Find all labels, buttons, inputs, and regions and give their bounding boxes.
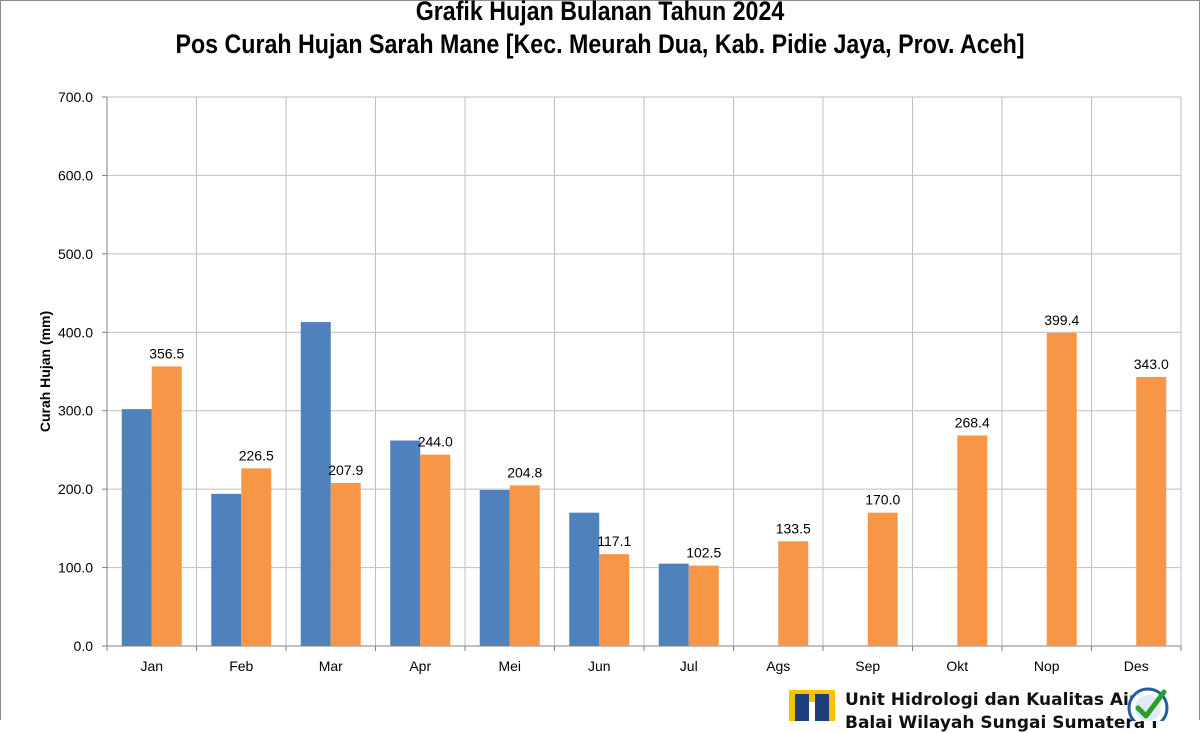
x-tick-label: Jun bbox=[588, 658, 611, 674]
data-label: 204.8 bbox=[507, 464, 542, 480]
data-label: 133.5 bbox=[776, 520, 811, 536]
y-tick-label: 600.0 bbox=[58, 167, 93, 183]
bar-series2 bbox=[867, 512, 898, 646]
data-label: 244.0 bbox=[418, 434, 453, 450]
x-tick-label: Feb bbox=[229, 658, 253, 674]
chart-subtitle: Pos Curah Hujan Sarah Mane [Kec. Meurah … bbox=[175, 29, 1025, 59]
bar-series2 bbox=[599, 554, 630, 646]
bar-series2 bbox=[1136, 376, 1167, 646]
bar-series2 bbox=[420, 454, 451, 646]
bar-series2 bbox=[778, 541, 809, 646]
bar-series2 bbox=[151, 366, 182, 646]
bar-series2 bbox=[509, 485, 540, 646]
bar-series1 bbox=[121, 409, 152, 646]
bar-series1 bbox=[300, 322, 331, 646]
data-label: 102.5 bbox=[686, 545, 721, 561]
y-tick-label: 100.0 bbox=[58, 560, 93, 576]
bar-series2 bbox=[330, 482, 361, 646]
x-tick-label: Apr bbox=[409, 658, 431, 674]
data-label: 356.5 bbox=[149, 345, 184, 361]
x-tick-label: Jul bbox=[680, 658, 698, 674]
footer-org-name: Balai Wilayah Sungai Sumatera I bbox=[845, 713, 1158, 733]
x-tick-label: Okt bbox=[946, 658, 968, 674]
data-label: 268.4 bbox=[955, 414, 990, 430]
data-label: 207.9 bbox=[328, 462, 363, 478]
bar-series2 bbox=[957, 435, 988, 646]
y-tick-label: 700.0 bbox=[58, 89, 93, 105]
x-tick-label: Jan bbox=[140, 658, 163, 674]
chart-title: Grafik Hujan Bulanan Tahun 2024 bbox=[415, 0, 785, 26]
data-label: 399.4 bbox=[1044, 312, 1079, 328]
y-tick-label: 200.0 bbox=[58, 481, 93, 497]
x-tick-label: Sep bbox=[855, 658, 880, 674]
y-tick-label: 500.0 bbox=[58, 246, 93, 262]
data-label: 117.1 bbox=[597, 533, 631, 549]
bar-series1 bbox=[390, 440, 421, 646]
data-label: 226.5 bbox=[239, 447, 274, 463]
bar-series2 bbox=[241, 468, 272, 646]
x-tick-label: Mar bbox=[319, 658, 343, 674]
x-tick-label: Nop bbox=[1034, 658, 1060, 674]
bar-series2 bbox=[688, 565, 719, 646]
y-axis-title: Curah Hujan (mm) bbox=[37, 311, 53, 432]
y-tick-label: 0.0 bbox=[74, 638, 94, 654]
iso-checkmark-icon bbox=[1127, 687, 1169, 721]
bar-series2 bbox=[1046, 332, 1077, 646]
y-tick-label: 300.0 bbox=[58, 403, 93, 419]
bar-series1 bbox=[569, 512, 600, 646]
y-tick-label: 400.0 bbox=[58, 324, 93, 340]
x-tick-label: Mei bbox=[498, 658, 521, 674]
bar-series1 bbox=[658, 563, 689, 646]
data-label: 343.0 bbox=[1134, 356, 1169, 372]
x-tick-label: Des bbox=[1124, 658, 1149, 674]
pu-logo-icon bbox=[789, 690, 835, 721]
footer-unit-name: Unit Hidrologi dan Kualitas Air bbox=[845, 690, 1138, 710]
x-tick-label: Ags bbox=[766, 658, 790, 674]
bar-series1 bbox=[211, 493, 242, 646]
data-label: 170.0 bbox=[865, 492, 900, 508]
bar-series1 bbox=[479, 489, 510, 646]
